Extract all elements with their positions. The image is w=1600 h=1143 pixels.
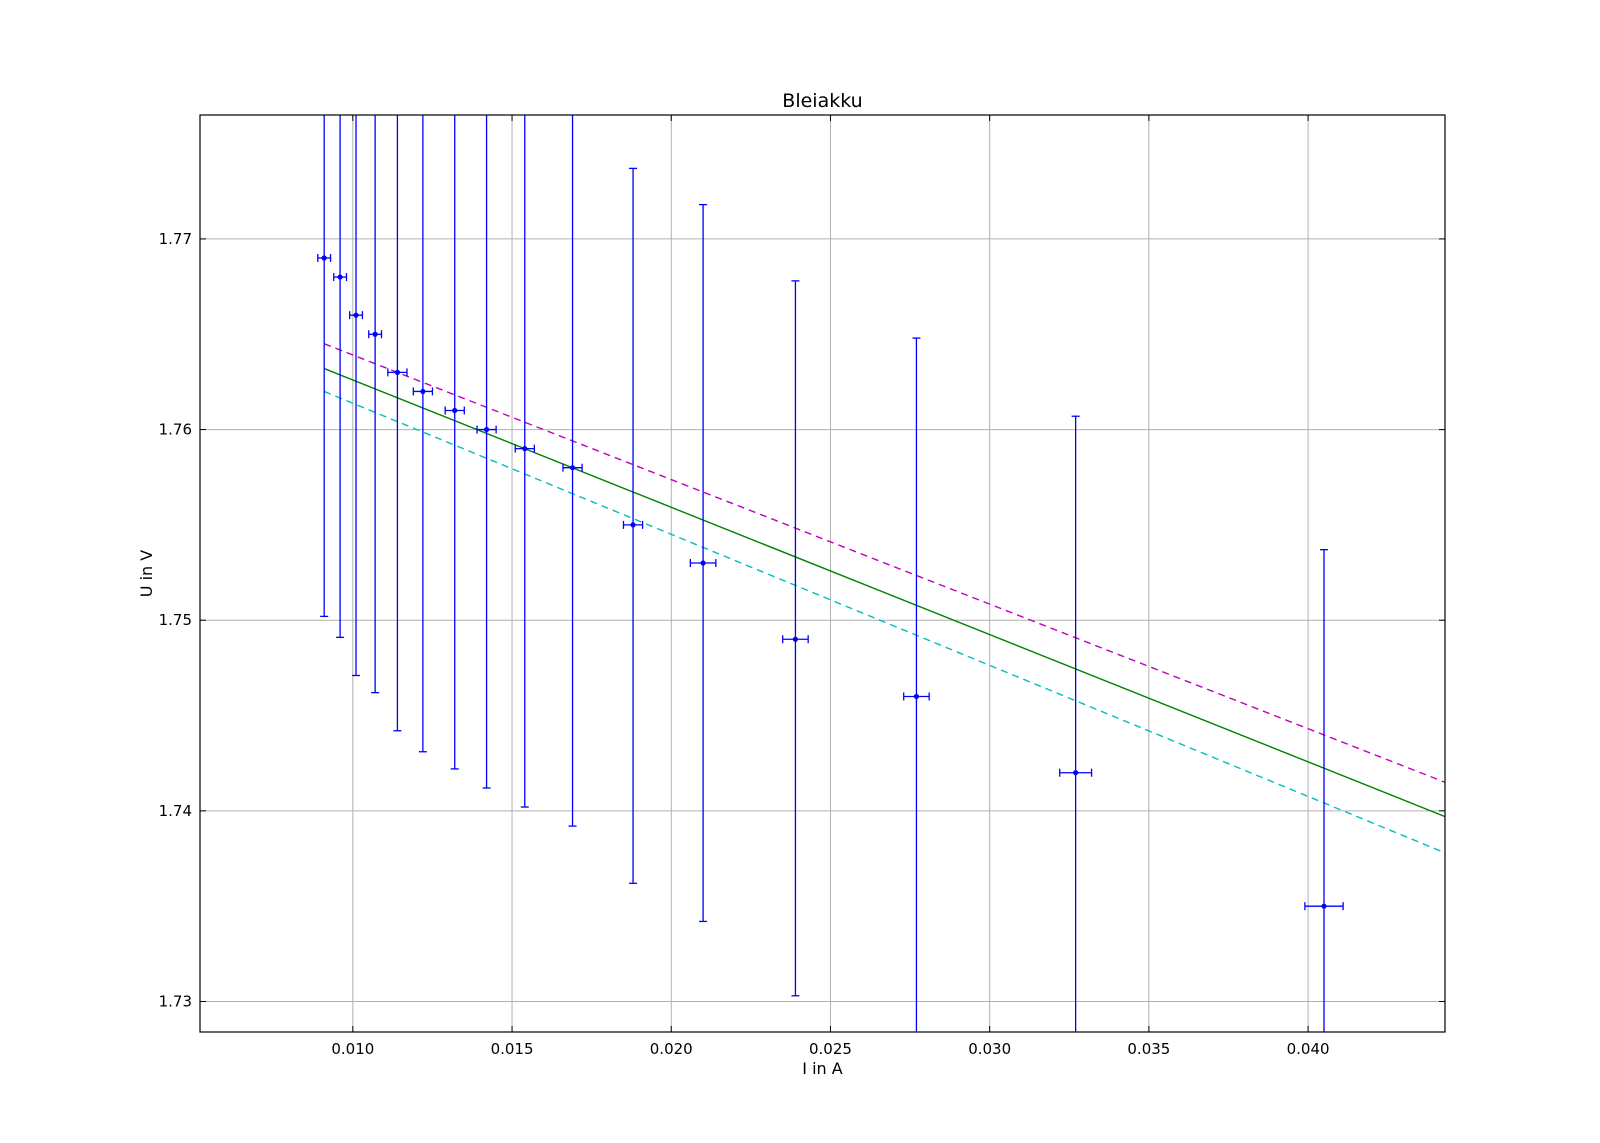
plot-background <box>200 115 1445 1032</box>
y-tick-label: 1.73 <box>159 992 192 1010</box>
data-marker <box>569 465 576 471</box>
y-axis-label: U in V <box>137 550 156 597</box>
data-marker <box>452 407 458 414</box>
dashed-fit-line <box>323 390 1445 854</box>
data-point <box>349 115 364 677</box>
y-tick-label: 1.77 <box>159 230 192 248</box>
fit-line <box>323 367 1445 818</box>
y-tick-label: 1.76 <box>159 421 192 439</box>
data-point <box>514 115 535 808</box>
data-point <box>562 115 583 827</box>
data-point <box>368 115 383 694</box>
data-point <box>333 115 348 639</box>
data-point <box>782 280 809 997</box>
data-point <box>1304 549 1344 1032</box>
data-marker <box>792 636 799 642</box>
data-marker <box>372 331 378 337</box>
data-point <box>476 115 497 789</box>
data-marker <box>321 255 327 261</box>
x-tick-label: 0.015 <box>491 1040 534 1058</box>
data-point <box>317 115 332 618</box>
data-point <box>387 115 408 732</box>
data-marker <box>1073 770 1079 776</box>
data-point <box>903 337 930 1032</box>
y-tick-label: 1.75 <box>159 611 192 629</box>
x-tick-label: 0.020 <box>650 1040 693 1058</box>
data-marker <box>630 522 636 528</box>
data-marker <box>394 369 401 375</box>
y-tick-label: 1.74 <box>159 802 192 820</box>
data-point <box>622 167 644 884</box>
x-axis-label: I in A <box>802 1059 842 1078</box>
data-marker <box>483 426 490 433</box>
series-layer <box>317 115 1445 1032</box>
data-marker <box>913 693 920 700</box>
data-point <box>444 115 465 770</box>
dashed-fit-line <box>323 343 1445 783</box>
x-tick-label: 0.030 <box>968 1040 1011 1058</box>
data-marker <box>1321 903 1327 909</box>
x-tick-label: 0.025 <box>809 1040 852 1058</box>
ticks: 0.010 0.015 0.020 0.025 0.030 0.035 0.040 1.73 1… <box>159 115 1445 1058</box>
data-marker <box>353 312 359 318</box>
data-marker <box>420 388 426 395</box>
x-tick-label: 0.010 <box>331 1040 374 1058</box>
data-marker <box>337 274 343 280</box>
plot-frame <box>199 114 1446 1033</box>
data-point <box>412 115 434 753</box>
x-tick-label: 0.035 <box>1127 1040 1170 1058</box>
data-point <box>689 203 717 923</box>
data-marker <box>522 446 528 452</box>
x-tick-label: 0.040 <box>1287 1040 1330 1058</box>
chart-title: Bleiakku <box>782 90 862 112</box>
data-marker <box>700 560 706 566</box>
data-point <box>1059 415 1093 1032</box>
grid <box>200 115 1445 1032</box>
